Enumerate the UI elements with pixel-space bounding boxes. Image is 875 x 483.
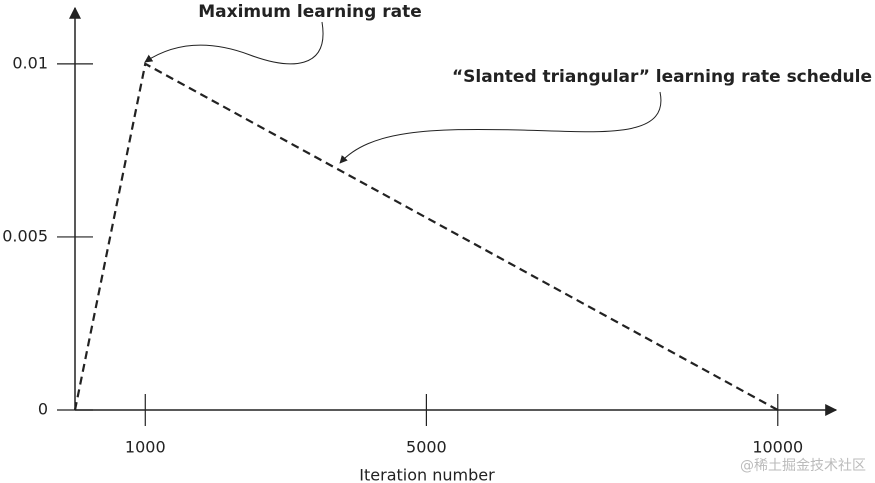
annotation: “Slanted triangular” learning rate sched… (452, 67, 872, 87)
annotation: Maximum learning rate (198, 2, 421, 22)
line (73, 62, 779, 411)
x-tick-label: 10000 (752, 438, 803, 457)
y-tick-label: 0 (38, 400, 48, 419)
watermark: @稀土掘金技术社区 (740, 458, 866, 474)
x-tick-label: 5000 (406, 438, 447, 457)
x-axis-label: Iteration number (359, 466, 495, 483)
y-tick-label: 0.005 (2, 226, 48, 245)
y-tick-label: 0.01 (12, 53, 48, 72)
annotation-arrow (144, 21, 324, 65)
annotation-arrow (339, 91, 662, 164)
x-tick-label: 1000 (125, 438, 166, 457)
